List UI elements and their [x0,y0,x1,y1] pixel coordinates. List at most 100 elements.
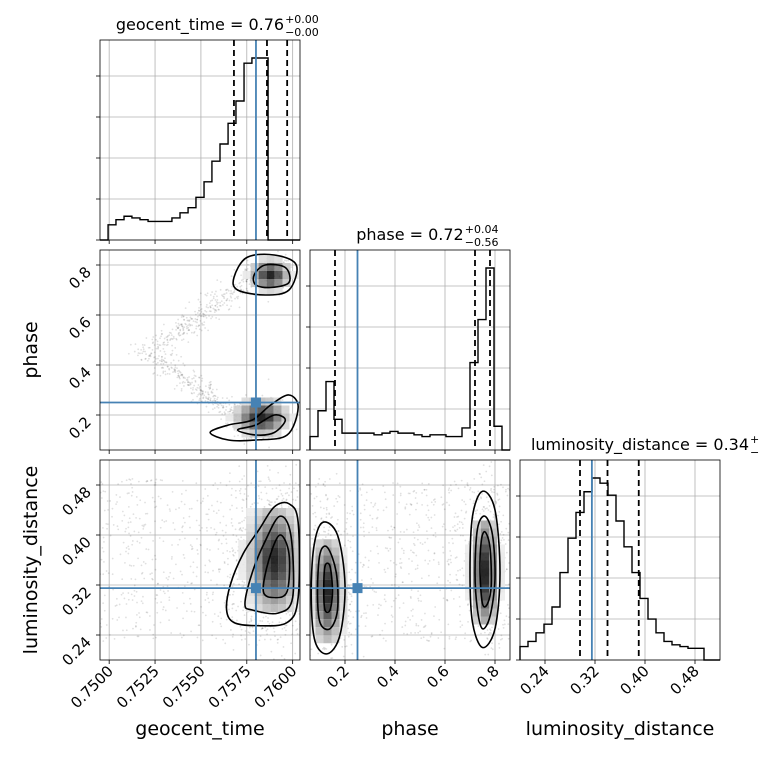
density-cell [481,544,489,553]
sample-point [131,491,134,493]
sample-point [209,397,212,400]
sample-point [282,286,285,289]
sample-point [190,331,193,334]
sample-point [351,505,354,508]
sample-point [189,382,192,384]
sample-point [190,318,193,320]
sample-point [288,483,291,485]
sample-point [144,501,146,504]
sample-point [497,514,499,517]
sample-point [220,542,223,545]
sample-point [232,553,235,556]
density-cell [315,563,324,572]
sample-point [323,646,325,649]
sample-point [198,324,201,327]
sample-point [116,525,119,528]
sample-point [216,303,218,306]
sample-point [274,635,276,637]
sample-point [454,512,457,515]
sample-point [461,567,464,570]
sample-point [162,370,165,373]
sample-point [265,629,268,632]
sample-point [449,558,452,561]
sample-point [208,396,210,399]
sample-point [185,378,188,381]
sample-point [148,357,150,360]
sample-point [324,647,327,650]
sample-point [350,525,352,528]
sample-point [111,515,113,518]
yaxis-label-phase: phase [20,321,42,378]
sample-point [151,577,154,580]
sample-point [405,528,408,531]
sample-point [204,571,207,574]
sample-point [189,383,192,386]
sample-point [173,370,176,373]
title-plus: +0.05 [750,433,760,446]
sample-point [305,562,307,564]
sample-point [330,517,332,519]
sample-point [303,592,305,594]
sample-point [164,370,167,373]
sample-point [225,422,227,425]
sample-point [382,509,385,512]
sample-point [448,637,451,640]
sample-point [373,504,376,506]
sample-point [170,366,173,369]
sample-point [232,649,235,651]
sample-point [145,480,148,483]
sample-point [205,306,208,308]
sample-point [202,313,205,315]
sample-point [152,341,155,344]
sample-point [123,597,126,600]
sample-point [199,544,202,547]
sample-point [410,503,413,506]
sample-point [492,516,495,519]
sample-point [185,316,188,319]
sample-point [507,604,509,606]
sample-point [256,679,258,681]
sample-point [405,503,408,506]
sample-point [102,536,105,539]
sample-point [480,632,482,635]
sample-point [187,329,190,332]
sample-point [453,524,456,527]
sample-point [287,506,290,508]
sample-point [174,347,177,349]
sample-point [133,595,136,597]
sample-point [383,491,386,494]
sample-point [412,531,415,534]
sample-point [214,533,217,536]
sample-point [453,516,456,518]
sample-point [383,598,386,601]
sample-point [383,594,386,596]
sample-point [269,480,271,482]
sample-point [361,483,364,486]
sample-point [165,336,168,339]
sample-point [127,598,130,601]
density-cell [473,592,481,601]
sample-point [182,327,185,330]
sample-point [202,611,204,614]
density-cell [315,635,324,644]
density-cell [246,564,255,572]
sample-point [245,287,248,290]
sample-point [102,602,105,605]
sample-point [383,568,386,571]
sample-point [180,316,183,318]
density-cell [339,571,348,580]
sample-point [161,333,164,335]
sample-point [301,536,303,538]
sample-point [460,479,463,482]
sample-point [319,670,321,672]
sample-point [196,334,199,337]
sample-point [236,619,238,622]
sample-point [285,629,287,632]
sample-point [167,335,169,337]
sample-point [362,522,365,525]
density-cell [241,413,250,422]
sample-point [129,479,132,481]
sample-point [153,624,155,626]
sample-point [508,607,510,610]
sample-point [415,554,418,557]
